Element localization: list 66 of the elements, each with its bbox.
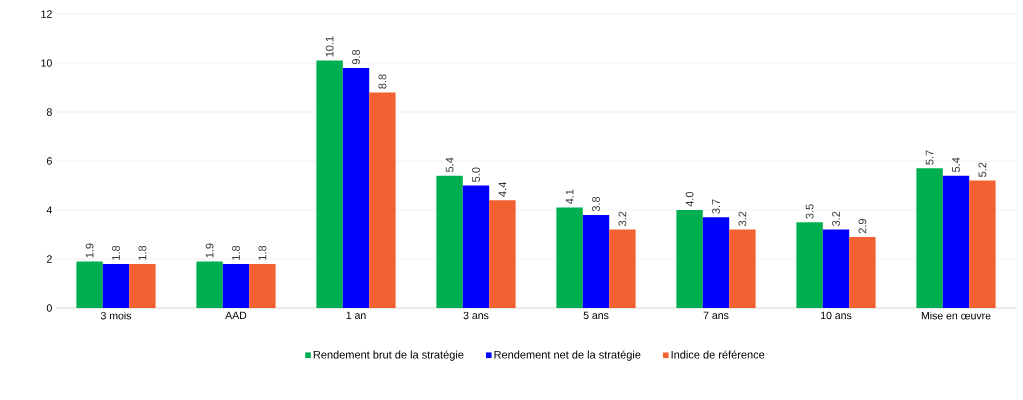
y-tick-label: 4	[46, 206, 52, 214]
bar	[556, 207, 583, 308]
bar	[102, 263, 130, 308]
data-label: 5.0	[472, 167, 480, 182]
y-tick-label: 8	[46, 108, 52, 116]
bar	[609, 229, 636, 308]
data-label: 9.8	[352, 49, 360, 65]
bar	[796, 222, 823, 308]
data-label: 10.1	[325, 36, 334, 57]
x-tick-label: 5 ans	[583, 311, 609, 320]
data-label: 1.8	[138, 245, 147, 260]
data-label: 1.9	[85, 243, 94, 258]
x-tick-label: 7 ans	[703, 311, 729, 320]
bar	[196, 261, 223, 308]
bar	[582, 214, 610, 308]
bar	[942, 175, 970, 308]
legend-label: Rendement brut de la stratégie	[313, 350, 464, 361]
data-label: 3.7	[712, 199, 720, 214]
data-label: 3.8	[592, 196, 600, 212]
x-tick-label: AAD	[225, 311, 247, 319]
bar	[849, 236, 876, 308]
bar	[729, 229, 756, 308]
bar	[822, 229, 850, 308]
bar	[916, 168, 943, 308]
data-label: 3.2	[738, 211, 747, 226]
data-label: 3.5	[805, 204, 814, 219]
bar	[222, 263, 250, 308]
y-tick-label: 10	[41, 59, 52, 67]
data-label: 1.8	[232, 245, 240, 260]
bar	[316, 60, 343, 308]
data-label: 5.7	[925, 150, 934, 165]
bar	[489, 200, 516, 308]
data-label: 1.9	[205, 243, 214, 258]
data-label: 5.4	[445, 157, 454, 173]
data-label: 3.2	[832, 211, 840, 226]
data-label: 3.2	[618, 211, 627, 226]
x-tick-label: Mise en œuvre	[921, 311, 991, 320]
bar	[342, 67, 370, 308]
data-label: 4.0	[685, 191, 694, 207]
data-label: 5.2	[978, 162, 987, 177]
y-tick-label: 2	[46, 255, 52, 263]
data-label: 1.8	[112, 245, 120, 260]
bar	[436, 175, 463, 308]
x-tick-label: 3 ans	[463, 311, 489, 320]
data-label: 4.1	[565, 189, 574, 205]
legend-label: Indice de référence	[671, 350, 765, 359]
bar	[369, 92, 396, 308]
data-label: 5.4	[952, 157, 960, 173]
bar	[702, 217, 730, 308]
bar	[129, 263, 156, 308]
x-tick-label: 3 mois	[100, 311, 132, 320]
bar	[969, 180, 996, 308]
bar	[249, 263, 276, 308]
legend-label: Rendement net de la stratégie	[494, 350, 641, 361]
data-label: 8.8	[378, 74, 387, 89]
data-label: 2.9	[858, 218, 867, 234]
x-tick-label: 10 ans	[821, 311, 852, 320]
bar	[676, 210, 703, 308]
y-tick-label: 6	[46, 157, 52, 165]
y-tick-label: 0	[46, 304, 52, 312]
y-tick-label: 12	[41, 10, 52, 18]
bar	[462, 185, 490, 308]
x-tick-label: 1 an	[346, 311, 366, 320]
data-label: 4.4	[498, 182, 507, 197]
bar	[76, 261, 103, 308]
data-label: 1.8	[258, 245, 267, 260]
